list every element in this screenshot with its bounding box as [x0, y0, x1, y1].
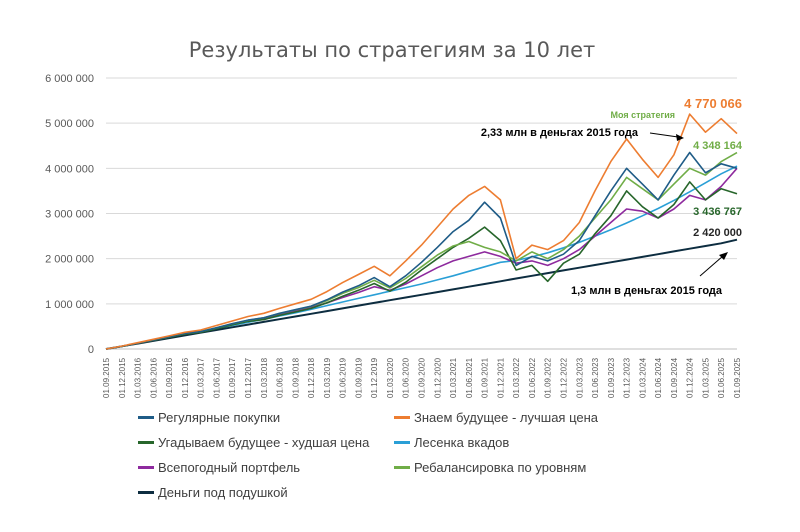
- annotation-cash-final-value: 2 420 000: [693, 227, 742, 239]
- legend-swatch-allweather: [138, 466, 154, 469]
- chart-title: Результаты по стратегиям за 10 лет: [189, 38, 595, 62]
- x-tick-label: 01.03.2023: [575, 357, 584, 398]
- legend-swatch-ladder: [394, 441, 410, 444]
- x-tick-label: 01.06.2016: [149, 357, 158, 398]
- x-tick-label: 01.12.2021: [496, 357, 505, 398]
- x-tick-label: 01.09.2022: [544, 357, 553, 398]
- x-tick-label: 01.06.2019: [339, 357, 348, 398]
- series-line-5: [105, 151, 738, 350]
- annotation-inflation-cash: 1,3 млн в деньгах 2015 года: [571, 285, 723, 297]
- x-tick-label: 01.09.2015: [102, 357, 111, 398]
- x-tick-label: 01.09.2016: [165, 357, 174, 398]
- y-tick-label: 2 000 000: [45, 254, 94, 266]
- x-tick-label: 01.12.2024: [686, 357, 695, 398]
- x-tick-label: 01.09.2023: [607, 357, 616, 398]
- y-tick-label: 5 000 000: [45, 118, 94, 130]
- x-tick-label: 01.03.2017: [197, 357, 206, 398]
- y-axis-ticks: 0 1 000 000 2 000 000 3 000 000 4 000 000 5 0…: [45, 73, 94, 356]
- legend-label-allweather: Всепогодный портфель: [158, 460, 301, 475]
- legend-swatch-worst: [138, 441, 154, 444]
- annotation-worst-final-value: 3 436 767: [693, 206, 742, 218]
- x-tick-label: 01.06.2025: [717, 357, 726, 398]
- grid-layer: [106, 77, 737, 350]
- x-tick-label: 01.12.2019: [370, 357, 379, 398]
- legend-swatch-cash: [138, 491, 154, 494]
- x-tick-label: 01.12.2015: [118, 357, 127, 398]
- legend-label-rebalance: Ребалансировка по уровням: [414, 460, 587, 475]
- x-axis-ticks: 01.09.2015 01.12.2015 01.03.2016 01.06.2016…: [102, 357, 742, 398]
- legend-label-worst: Угадываем будущее - худшая цена: [158, 435, 370, 450]
- y-tick-label: 1 000 000: [45, 299, 94, 311]
- y-tick-label: 6 000 000: [45, 73, 94, 85]
- legend-item-allweather: Всепогодный портфель: [138, 460, 300, 475]
- legend-item-worst: Угадываем будущее - худшая цена: [138, 435, 369, 450]
- x-tick-label: 01.09.2021: [481, 357, 490, 398]
- legend-swatch-regular: [138, 416, 154, 419]
- y-tick-label: 3 000 000: [45, 209, 94, 221]
- series-line-0: [105, 151, 738, 350]
- x-tick-label: 01.03.2020: [386, 357, 395, 398]
- x-tick-label: 01.09.2020: [418, 357, 427, 398]
- x-tick-label: 01.12.2022: [559, 357, 568, 398]
- x-tick-label: 01.12.2017: [244, 357, 253, 398]
- series-line-6: [105, 238, 738, 350]
- legend-swatch-best: [394, 416, 410, 419]
- series-line-1: [105, 113, 738, 350]
- x-tick-label: 01.09.2019: [354, 357, 363, 398]
- x-tick-label: 01.12.2023: [623, 357, 632, 398]
- annotation-arrows: [649, 132, 728, 277]
- x-tick-label: 01.12.2020: [433, 357, 442, 398]
- annotation-arrow-bottom: [699, 255, 724, 277]
- legend-item-regular: Регулярные покупки: [138, 410, 280, 425]
- x-tick-label: 01.03.2018: [260, 357, 269, 398]
- annotation-arrow-top: [649, 132, 679, 138]
- x-tick-label: 01.06.2020: [402, 357, 411, 398]
- x-tick-label: 01.06.2022: [528, 357, 537, 398]
- annotation-layer: 4 770 066 Моя стратегия 2,33 млн в деньг…: [481, 96, 743, 297]
- annotation-arrowhead-bottom: [719, 252, 728, 260]
- legend-label-regular: Регулярные покупки: [158, 410, 281, 425]
- x-tick-label: 01.06.2021: [465, 357, 474, 398]
- x-tick-label: 01.03.2016: [134, 357, 143, 398]
- x-tick-label: 01.09.2017: [228, 357, 237, 398]
- annotation-inflation-best: 2,33 млн в деньгах 2015 года: [481, 127, 639, 139]
- legend-label-cash: Деньги под подушкой: [158, 485, 288, 500]
- x-tick-label: 01.12.2016: [181, 357, 190, 398]
- y-tick-label: 0: [88, 344, 94, 356]
- x-tick-label: 01.06.2017: [212, 357, 221, 398]
- x-tick-label: 01.03.2021: [449, 357, 458, 398]
- annotation-best-final-value: 4 770 066: [684, 96, 742, 111]
- x-tick-label: 01.03.2025: [701, 357, 710, 398]
- legend-label-ladder: Лесенка вкадов: [414, 435, 510, 450]
- x-tick-label: 01.09.2025: [733, 357, 742, 398]
- annotation-arrowhead-top: [676, 134, 684, 141]
- x-tick-label: 01.09.2018: [291, 357, 300, 398]
- x-tick-label: 01.03.2019: [323, 357, 332, 398]
- legend-item-rebalance: Ребалансировка по уровням: [394, 460, 586, 475]
- x-tick-label: 01.03.2022: [512, 357, 521, 398]
- legend-item-ladder: Лесенка вкадов: [394, 435, 509, 450]
- x-tick-label: 01.09.2024: [670, 357, 679, 398]
- legend-item-best: Знаем будущее - лучшая цена: [394, 410, 598, 425]
- x-tick-label: 01.03.2024: [638, 357, 647, 398]
- y-tick-label: 4 000 000: [45, 163, 94, 175]
- legend-swatch-rebalance: [394, 466, 410, 469]
- x-tick-label: 01.12.2018: [307, 357, 316, 398]
- annotation-rebalance-final-value: 4 348 164: [693, 140, 743, 152]
- series-line-2: [105, 181, 738, 350]
- x-tick-label: 01.06.2023: [591, 357, 600, 398]
- x-tick-label: 01.06.2018: [276, 357, 285, 398]
- annotation-my-strategy: Моя стратегия: [611, 110, 676, 120]
- legend-label-best: Знаем будущее - лучшая цена: [414, 410, 599, 425]
- x-tick-label: 01.06.2024: [654, 357, 663, 398]
- series-layer: [105, 113, 738, 350]
- legend-item-cash: Деньги под подушкой: [138, 485, 288, 500]
